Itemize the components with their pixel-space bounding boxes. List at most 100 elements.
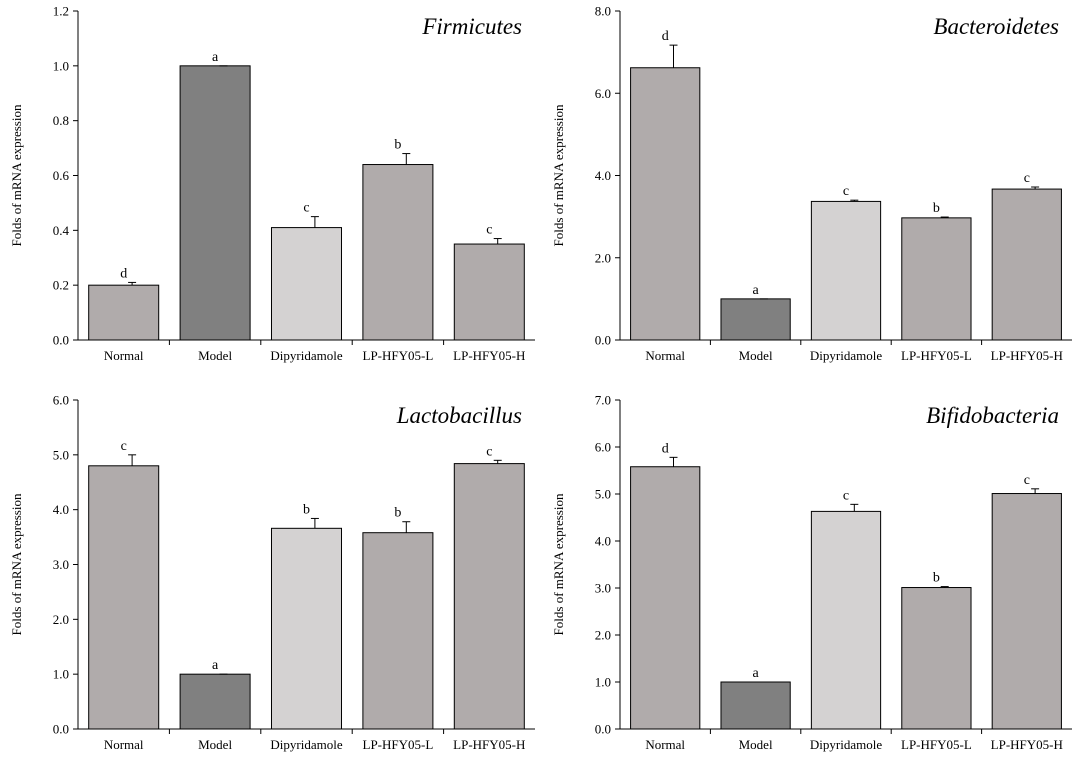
- y-tick-label: 2.0: [595, 250, 611, 265]
- y-tick-label: 8.0: [595, 4, 611, 19]
- significance-label: c: [1024, 171, 1030, 186]
- y-tick-label: 6.0: [595, 440, 611, 455]
- panel-title: Bifidobacteria: [926, 403, 1059, 428]
- x-category-label: Normal: [645, 737, 685, 752]
- y-tick-label: 2.0: [595, 628, 611, 643]
- panel-bifidobacteria: 0.0 1.0 2.0 3.0 4.0 5.0 6.0 7.0 d Normal a Model c Di…: [551, 393, 1072, 752]
- significance-label: b: [933, 571, 940, 586]
- bar-model: [179, 673, 251, 730]
- x-category-label: LP-HFY05-H: [991, 737, 1063, 752]
- y-tick-label: 7.0: [595, 393, 611, 408]
- x-category-label: Normal: [645, 348, 685, 363]
- significance-label: c: [486, 223, 492, 238]
- x-category-label: LP-HFY05-H: [453, 348, 525, 363]
- y-tick-label: 1.0: [53, 667, 69, 682]
- y-tick-label: 0.0: [53, 333, 69, 348]
- y-tick-label: 0.0: [595, 722, 611, 737]
- significance-label: c: [843, 488, 849, 503]
- x-category-label: Dipyridamole: [270, 348, 342, 363]
- y-tick-label: 0.6: [53, 168, 70, 183]
- y-tick-label: 2.0: [53, 612, 69, 627]
- significance-label: d: [120, 266, 127, 281]
- bar-dipyridamole: [270, 527, 343, 730]
- y-tick-label: 1.0: [53, 58, 69, 73]
- bar-model: [720, 298, 791, 341]
- significance-label: c: [1024, 473, 1030, 488]
- bar-lp-hfy05-l: [362, 532, 434, 730]
- panel-title: Bacteroidetes: [933, 14, 1059, 39]
- y-axis-title: Folds of mRNA expression: [9, 104, 24, 246]
- y-tick-label: 4.0: [53, 502, 69, 517]
- significance-label: d: [662, 29, 669, 44]
- bar-dipyridamole: [810, 510, 882, 730]
- significance-label: b: [933, 201, 940, 216]
- bar-lp-hfy05-h: [453, 243, 525, 341]
- bar-lp-hfy05-h: [991, 493, 1062, 730]
- bar-model: [179, 65, 251, 341]
- x-category-label: Model: [198, 737, 232, 752]
- x-category-label: Dipyridamole: [810, 348, 882, 363]
- x-category-label: Dipyridamole: [270, 737, 342, 752]
- significance-label: c: [486, 444, 492, 459]
- y-tick-label: 0.8: [53, 113, 69, 128]
- panel-lactobacillus: 0.0 1.0 2.0 3.0 4.0 5.0 6.0 c Normal a Model b Dipyr…: [9, 393, 535, 752]
- bar-normal: [88, 465, 160, 730]
- y-tick-label: 1.2: [53, 4, 69, 19]
- significance-label: b: [394, 138, 401, 153]
- significance-label: a: [212, 50, 219, 65]
- bar-lp-hfy05-h: [991, 188, 1062, 341]
- bar-normal: [88, 284, 160, 341]
- y-tick-label: 0.4: [53, 223, 70, 238]
- significance-label: b: [303, 502, 310, 517]
- significance-label: a: [752, 666, 759, 681]
- bar-model: [720, 681, 791, 730]
- x-category-label: Normal: [104, 348, 144, 363]
- x-category-label: LP-HFY05-L: [363, 737, 434, 752]
- bar-dipyridamole: [270, 227, 343, 341]
- x-category-label: LP-HFY05-L: [901, 737, 972, 752]
- y-tick-label: 1.0: [595, 675, 611, 690]
- significance-label: b: [394, 506, 401, 521]
- bar-lp-hfy05-l: [901, 217, 972, 341]
- y-tick-label: 0.0: [53, 722, 69, 737]
- panel-bacteroidetes: 0.0 2.0 4.0 6.0 8.0 d Normal a Model c Dipyridamol…: [551, 4, 1072, 363]
- significance-label: c: [121, 439, 127, 454]
- y-tick-label: 3.0: [53, 557, 69, 572]
- bar-dipyridamole: [810, 200, 882, 341]
- x-category-label: LP-HFY05-L: [901, 348, 972, 363]
- y-tick-label: 4.0: [595, 534, 611, 549]
- bar-normal: [630, 466, 701, 730]
- y-tick-label: 3.0: [595, 581, 611, 596]
- significance-label: a: [212, 658, 219, 673]
- y-axis-title: Folds of mRNA expression: [551, 493, 566, 635]
- y-tick-label: 0.2: [53, 278, 69, 293]
- y-tick-label: 6.0: [595, 86, 611, 101]
- x-category-label: Normal: [104, 737, 144, 752]
- x-category-label: Model: [198, 348, 232, 363]
- x-category-label: Dipyridamole: [810, 737, 882, 752]
- x-category-label: Model: [739, 348, 773, 363]
- y-tick-label: 5.0: [53, 447, 69, 462]
- significance-label: a: [752, 283, 759, 298]
- significance-label: c: [843, 184, 849, 199]
- panel-title: Firmicutes: [421, 14, 522, 39]
- y-tick-label: 0.0: [595, 333, 611, 348]
- y-tick-label: 6.0: [53, 393, 69, 408]
- panel-title: Lactobacillus: [396, 403, 522, 428]
- significance-label: d: [662, 441, 669, 456]
- bar-lp-hfy05-l: [362, 164, 434, 341]
- panel-firmicutes: 0.0 0.2 0.4 0.6 0.8 1.0 1.2 d Normal a Model c Dipyr…: [9, 4, 535, 363]
- x-category-label: LP-HFY05-H: [991, 348, 1063, 363]
- y-axis-title: Folds of mRNA expression: [9, 493, 24, 635]
- x-category-label: LP-HFY05-L: [363, 348, 434, 363]
- y-tick-label: 4.0: [595, 168, 611, 183]
- bar-normal: [630, 67, 701, 341]
- y-tick-label: 5.0: [595, 487, 611, 502]
- significance-label: c: [303, 201, 309, 216]
- x-category-label: Model: [739, 737, 773, 752]
- bar-lp-hfy05-l: [901, 587, 972, 730]
- y-axis-title: Folds of mRNA expression: [551, 104, 566, 246]
- bar-lp-hfy05-h: [453, 463, 525, 730]
- x-category-label: LP-HFY05-H: [453, 737, 525, 752]
